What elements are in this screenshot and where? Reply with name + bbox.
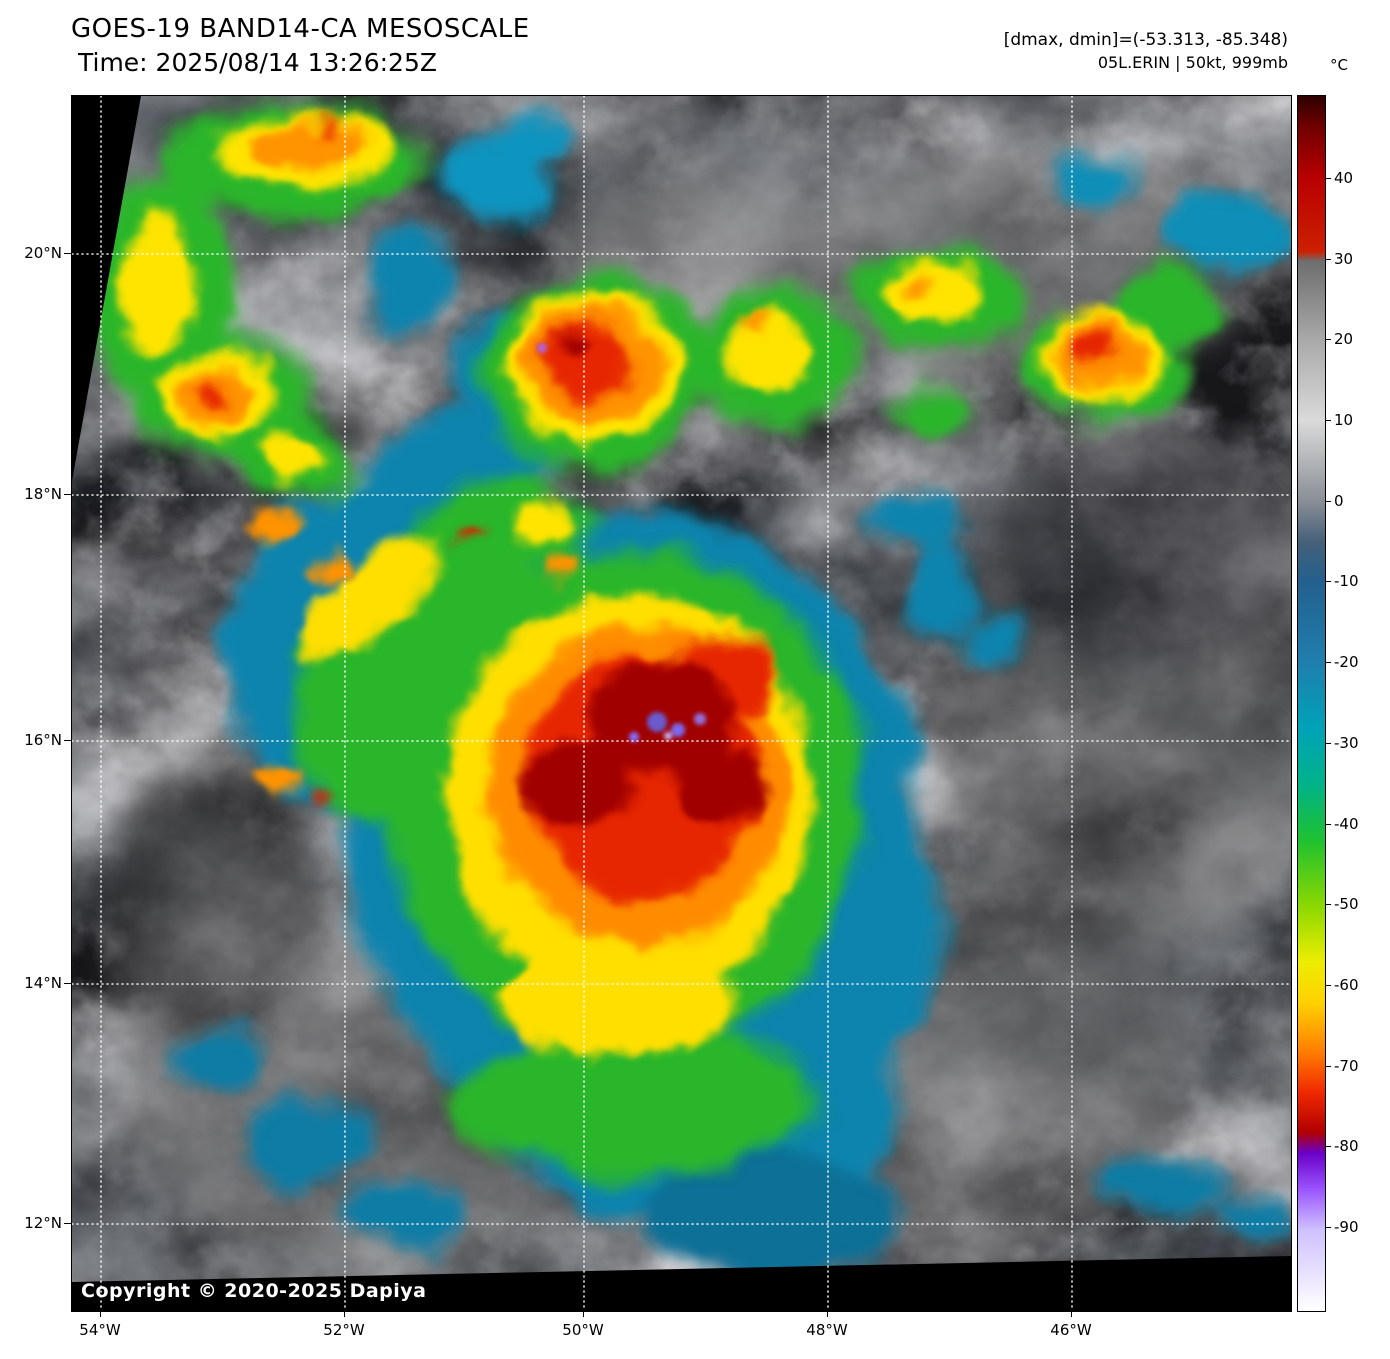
colorbar-tick (1326, 501, 1331, 502)
colorbar-tick (1326, 743, 1331, 744)
colorbar-tick-label: -80 (1334, 1137, 1359, 1155)
y-axis-tick (64, 983, 71, 984)
lon-label: 46°W (1050, 1321, 1092, 1339)
lat-label: 16°N (24, 731, 62, 749)
x-axis-tick (1071, 1311, 1072, 1317)
colorbar-tick-label: 30 (1334, 250, 1354, 268)
colorbar-tick (1326, 178, 1331, 179)
colorbar-tick (1326, 420, 1331, 421)
colorbar-tick-label: -30 (1334, 734, 1359, 752)
colorbar-tick-label: -10 (1334, 572, 1359, 590)
colorbar-tick-label: -70 (1334, 1057, 1359, 1075)
y-axis-tick (64, 740, 71, 741)
image-timestamp: Time: 2025/08/14 13:26:25Z (78, 48, 437, 77)
lon-label: 54°W (79, 1321, 121, 1339)
colorbar-tick-label: -20 (1334, 653, 1359, 671)
colorbar-tick (1326, 1146, 1331, 1147)
dmax-dmin-readout: [dmax, dmin]=(-53.313, -85.348) (1003, 30, 1288, 50)
x-axis-tick (827, 1311, 828, 1317)
colorbar-tick (1326, 824, 1331, 825)
y-axis-tick (64, 253, 71, 254)
lat-label: 14°N (24, 974, 62, 992)
colorbar-tick-label: 0 (1334, 492, 1344, 510)
colorbar-unit-label: °C (1330, 56, 1348, 74)
colorbar-tick-label: -90 (1334, 1218, 1359, 1236)
colorbar-tick (1326, 1066, 1331, 1067)
temperature-colorbar (1297, 95, 1326, 1312)
storm-info: 05L.ERIN | 50kt, 999mb (1097, 53, 1288, 72)
page-title: GOES-19 BAND14-CA MESOSCALE (71, 14, 530, 44)
colorbar-tick (1326, 1227, 1331, 1228)
scan-sector-edges (72, 96, 1291, 1311)
colorbar-tick-label: 20 (1334, 330, 1354, 348)
colorbar-tick (1326, 904, 1331, 905)
x-axis-tick (100, 1311, 101, 1317)
lon-label: 52°W (323, 1321, 365, 1339)
lon-label: 50°W (562, 1321, 604, 1339)
colorbar-tick-label: -60 (1334, 976, 1359, 994)
colorbar-tick (1326, 662, 1331, 663)
y-axis-tick (64, 494, 71, 495)
colorbar-tick-label: -40 (1334, 815, 1359, 833)
y-axis-tick (64, 1223, 71, 1224)
colorbar-tick (1326, 339, 1331, 340)
lon-label: 48°W (806, 1321, 848, 1339)
x-axis-tick (583, 1311, 584, 1317)
x-axis-tick (344, 1311, 345, 1317)
lat-label: 12°N (24, 1214, 62, 1232)
colorbar-tick-label: 40 (1334, 169, 1354, 187)
colorbar-tick (1326, 985, 1331, 986)
lat-label: 18°N (24, 485, 62, 503)
satellite-scene (72, 96, 1291, 1311)
colorbar-tick-label: 10 (1334, 411, 1354, 429)
copyright-text: Copyright © 2020-2025 Dapiya (81, 1280, 427, 1302)
colorbar-tick (1326, 581, 1331, 582)
overshooting-tops-purple-specks (537, 343, 706, 742)
colorbar-tick (1326, 259, 1331, 260)
satellite-map: Copyright © 2020-2025 Dapiya (71, 95, 1292, 1312)
colorbar-tick-label: -50 (1334, 895, 1359, 913)
lat-label: 20°N (24, 244, 62, 262)
latlon-gridlines (72, 96, 1291, 1311)
